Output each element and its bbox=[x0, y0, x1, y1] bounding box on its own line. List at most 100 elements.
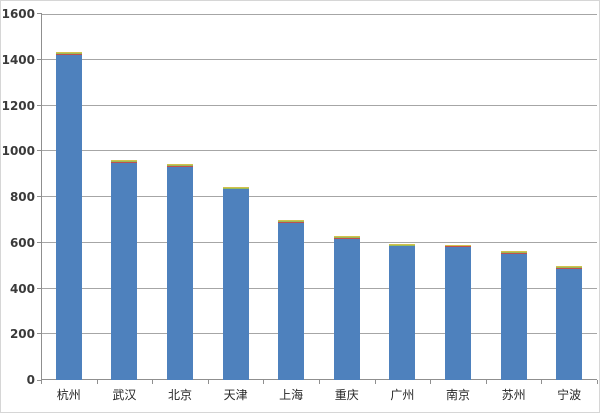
x-axis-tick bbox=[207, 380, 209, 384]
x-axis-line bbox=[41, 379, 597, 380]
bar-segment-series-4-yellow bbox=[278, 220, 305, 222]
bar-segment-series-2-red bbox=[445, 246, 471, 248]
bar-segment-series-3-green bbox=[278, 221, 305, 223]
bar-杭州 bbox=[55, 52, 82, 380]
plot-area bbox=[41, 14, 597, 380]
gridline bbox=[41, 58, 597, 60]
x-axis-tick bbox=[485, 380, 487, 384]
y-axis-tick bbox=[37, 104, 42, 106]
x-axis-category-label: 南京 bbox=[445, 388, 470, 402]
bar-北京 bbox=[167, 163, 193, 380]
bar-segment-series-1-blue bbox=[445, 247, 471, 380]
y-axis-tick-label: 1200 bbox=[1, 98, 35, 113]
x-axis-category-label: 苏州 bbox=[501, 388, 526, 402]
gridline bbox=[41, 287, 597, 289]
gridline bbox=[41, 241, 597, 243]
bar-segment-series-3-green bbox=[445, 245, 471, 247]
gridline bbox=[41, 196, 597, 197]
bar-segment-series-4-yellow bbox=[222, 186, 249, 188]
bar-segment-series-4-yellow bbox=[55, 52, 82, 54]
y-axis-tick-label: 0 bbox=[26, 373, 35, 387]
x-axis-category-label: 重庆 bbox=[334, 388, 359, 402]
bar-segment-series-3-green bbox=[389, 244, 416, 246]
bar-天津 bbox=[222, 186, 249, 380]
bar-segment-series-1-blue bbox=[500, 253, 527, 380]
x-axis-tick bbox=[319, 380, 320, 384]
bar-segment-series-4-yellow bbox=[111, 160, 138, 162]
bar-segment-series-1-blue bbox=[278, 222, 305, 380]
x-axis-tick bbox=[41, 380, 42, 384]
y-axis-tick bbox=[37, 150, 42, 152]
y-axis-tick bbox=[37, 380, 42, 381]
y-axis-tick-label: 1400 bbox=[1, 52, 35, 67]
x-axis-category-label: 北京 bbox=[167, 388, 192, 402]
y-axis-tick bbox=[37, 287, 42, 289]
y-axis-tick-label: 800 bbox=[9, 190, 35, 204]
bar-segment-series-1-blue bbox=[389, 246, 416, 380]
bar-segment-series-2-red bbox=[556, 268, 583, 270]
bar-segment-series-1-blue bbox=[167, 166, 193, 380]
x-axis-tick bbox=[263, 380, 265, 384]
bar-重庆 bbox=[333, 236, 360, 380]
x-axis-tick bbox=[152, 380, 154, 384]
bar-segment-series-2-red bbox=[278, 221, 305, 223]
bar-南京 bbox=[445, 244, 471, 380]
x-axis-category-label: 杭州 bbox=[56, 388, 81, 402]
bar-segment-series-3-green bbox=[222, 187, 249, 189]
y-axis-tick bbox=[37, 13, 42, 14]
bar-segment-series-4-yellow bbox=[500, 251, 527, 253]
x-axis-tick bbox=[597, 380, 598, 384]
y-axis-tick-label: 1600 bbox=[1, 7, 35, 21]
bar-segment-series-3-green bbox=[556, 267, 583, 269]
bar-segment-series-4-yellow bbox=[167, 163, 193, 165]
y-axis-tick bbox=[37, 196, 42, 197]
gridline bbox=[41, 150, 597, 152]
bar-segment-series-2-red bbox=[111, 162, 138, 164]
bar-segment-series-1-blue bbox=[333, 239, 360, 380]
bar-segment-series-1-blue bbox=[556, 269, 583, 380]
y-axis-tick bbox=[37, 241, 42, 243]
bar-segment-series-1-blue bbox=[55, 55, 82, 380]
bar-segment-series-4-yellow bbox=[556, 266, 583, 268]
bar-segment-series-1-blue bbox=[111, 163, 138, 380]
bar-上海 bbox=[278, 220, 305, 380]
bar-广州 bbox=[389, 243, 416, 380]
y-axis-line bbox=[41, 14, 42, 380]
y-axis-tick-label: 600 bbox=[9, 235, 35, 250]
bar-segment-series-1-blue bbox=[222, 189, 249, 380]
y-axis-tick-label: 200 bbox=[9, 327, 35, 342]
gridline bbox=[41, 14, 597, 15]
bar-segment-series-2-red bbox=[500, 252, 527, 254]
bar-segment-series-3-green bbox=[55, 53, 82, 55]
bar-segment-series-3-green bbox=[500, 252, 527, 254]
y-axis-tick-label: 1000 bbox=[1, 144, 35, 159]
x-axis-tick bbox=[96, 380, 98, 384]
bar-segment-series-2-red bbox=[222, 188, 249, 190]
bar-宁波 bbox=[556, 266, 583, 380]
x-axis-tick bbox=[374, 380, 376, 384]
gridline bbox=[41, 104, 597, 106]
x-axis-tick bbox=[541, 380, 543, 384]
bar-segment-series-3-green bbox=[167, 164, 193, 167]
y-axis-tick bbox=[37, 58, 42, 60]
x-axis-category-label: 天津 bbox=[223, 388, 248, 402]
bar-segment-series-2-red bbox=[389, 245, 416, 247]
y-axis-tick-label: 400 bbox=[9, 281, 35, 296]
bar-武汉 bbox=[111, 160, 138, 380]
bar-segment-series-3-green bbox=[111, 161, 138, 163]
x-axis-category-label: 宁波 bbox=[557, 388, 582, 402]
bar-苏州 bbox=[500, 251, 527, 380]
bar-segment-series-2-red bbox=[167, 165, 193, 167]
gridline bbox=[41, 333, 597, 335]
x-axis-tick bbox=[430, 380, 432, 384]
x-axis-category-label: 上海 bbox=[279, 388, 304, 402]
y-axis-tick bbox=[37, 333, 42, 335]
x-axis-category-label: 武汉 bbox=[112, 388, 137, 402]
bar-segment-series-4-yellow bbox=[333, 236, 360, 238]
bar-segment-series-2-red bbox=[333, 237, 360, 240]
x-axis-category-label: 广州 bbox=[390, 388, 415, 402]
bar-segment-series-3-green bbox=[333, 236, 360, 238]
